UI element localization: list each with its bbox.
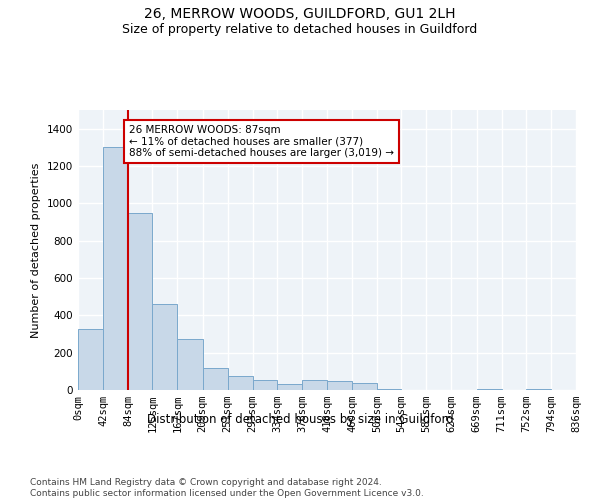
- Bar: [152, 304, 178, 390]
- Y-axis label: Number of detached properties: Number of detached properties: [31, 162, 41, 338]
- Bar: [227, 376, 253, 390]
- Bar: [277, 384, 302, 390]
- Text: Distribution of detached houses by size in Guildford: Distribution of detached houses by size …: [146, 412, 454, 426]
- Bar: [203, 368, 227, 390]
- Bar: [476, 389, 502, 390]
- Bar: [78, 330, 103, 390]
- Text: Contains HM Land Registry data © Crown copyright and database right 2024.
Contai: Contains HM Land Registry data © Crown c…: [30, 478, 424, 498]
- Bar: [103, 148, 128, 390]
- Bar: [377, 389, 401, 390]
- Bar: [526, 389, 551, 390]
- Bar: [327, 380, 352, 390]
- Bar: [352, 382, 377, 390]
- Text: 26, MERROW WOODS, GUILDFORD, GU1 2LH: 26, MERROW WOODS, GUILDFORD, GU1 2LH: [144, 8, 456, 22]
- Text: 26 MERROW WOODS: 87sqm
← 11% of detached houses are smaller (377)
88% of semi-de: 26 MERROW WOODS: 87sqm ← 11% of detached…: [129, 125, 394, 158]
- Bar: [178, 338, 203, 390]
- Bar: [253, 380, 277, 390]
- Bar: [302, 380, 327, 390]
- Bar: [128, 212, 152, 390]
- Text: Size of property relative to detached houses in Guildford: Size of property relative to detached ho…: [122, 22, 478, 36]
